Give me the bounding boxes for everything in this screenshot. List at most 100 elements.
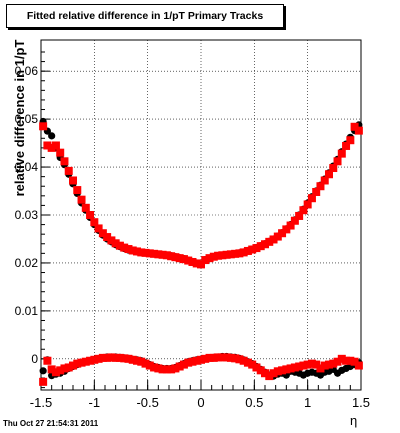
point-series-1-upper [167, 252, 176, 261]
point-series-1-upper [269, 235, 278, 244]
point-series-1-upper [209, 252, 218, 261]
point-series-1-upper [171, 253, 180, 262]
point-series-1-lower [192, 356, 201, 365]
point-series-1-upper [290, 216, 299, 225]
point-series-1-lower [299, 361, 308, 370]
point-series-1-lower [269, 369, 278, 378]
point-series-1-upper [128, 246, 137, 255]
timestamp: Thu Oct 27 21:54:31 2011 [3, 419, 99, 428]
point-series-1-lower [47, 365, 56, 374]
point-series-1-lower [342, 356, 351, 365]
point-series-1-lower [175, 362, 184, 371]
point-series-1-lower [179, 360, 188, 369]
point-series-1-lower [90, 355, 99, 364]
point-series-1-lower [333, 357, 342, 366]
point-series-1-upper [141, 248, 150, 257]
point-series-1-upper [120, 243, 129, 252]
point-series-1-lower [94, 354, 103, 363]
point-series-1-upper [222, 250, 231, 259]
point-series-1-upper [346, 136, 355, 145]
point-series-1-upper [154, 250, 163, 259]
x-tick-label: 0 [197, 395, 204, 410]
y-axis-label: relative difference in 1/pT [12, 39, 27, 197]
chart-title: Fitted relative difference in 1/pT Prima… [26, 10, 264, 22]
point-series-1-lower [167, 365, 176, 374]
point-series-1-upper [73, 186, 82, 195]
point-series-1-lower [81, 357, 90, 366]
point-series-1-lower [201, 354, 210, 363]
point-series-1-lower [73, 359, 82, 368]
point-series-1-upper [243, 246, 252, 255]
point-series-1-upper [184, 256, 193, 265]
point-series-1-upper [248, 245, 257, 254]
y-tick-label: 0.04 [15, 160, 39, 174]
point-series-1-upper [94, 224, 103, 233]
point-series-1-lower [64, 363, 73, 372]
point-series-1-upper [256, 242, 265, 251]
point-series-1-upper [81, 203, 90, 212]
point-series-1-lower [320, 361, 329, 370]
point-series-1-lower [69, 361, 77, 370]
point-series-1-upper [115, 241, 124, 250]
point-series-1-upper [47, 143, 56, 152]
x-tick-label: -1 [89, 395, 101, 410]
point-series-1-lower [171, 364, 180, 373]
point-series-1-upper [239, 248, 248, 257]
point-series-1-lower [60, 364, 69, 373]
point-series-1-lower [51, 368, 60, 377]
point-series-1-upper [278, 229, 287, 238]
point-series-1-upper [124, 245, 133, 254]
point-series-1-lower [235, 355, 244, 364]
point-series-1-upper [205, 254, 214, 263]
point-series-1-lower [39, 377, 48, 386]
point-series-1-upper [150, 249, 159, 258]
point-series-1-lower [120, 354, 129, 363]
point-series-1-upper [265, 237, 274, 246]
point-series-1-lower [154, 364, 163, 373]
point-series-1-upper [43, 141, 52, 150]
point-series-1-lower [133, 356, 141, 365]
point-series-1-upper [111, 239, 120, 248]
point-series-1-lower [150, 363, 159, 372]
point-series-1-upper [51, 141, 60, 150]
y-tick-label: 0 [31, 352, 38, 366]
x-axis: -1.5 -1 -0.5 0 0.5 1 1.5 [30, 380, 370, 410]
point-series-1-upper [107, 236, 116, 245]
point-series-1-upper [137, 248, 146, 257]
point-series-1-upper [162, 251, 171, 260]
point-series-1-upper [98, 229, 107, 238]
point-series-1-lower [282, 365, 291, 374]
point-series-1-upper [90, 218, 99, 227]
point-series-1-lower [103, 353, 112, 362]
point-series-1-upper [175, 254, 184, 263]
point-series-0-upper [48, 132, 56, 140]
y-tick-label: 0.05 [15, 112, 39, 126]
point-series-1-upper [342, 141, 351, 150]
point-series-1-lower [107, 353, 116, 362]
point-series-1-upper [197, 260, 205, 269]
point-series-1-lower [214, 353, 223, 362]
point-series-1-upper [192, 259, 201, 268]
point-series-1-lower [98, 353, 107, 362]
point-series-1-lower [218, 353, 227, 362]
x-tick-label: 0.5 [245, 395, 263, 410]
point-series-1-upper [325, 170, 333, 179]
point-series-1-upper [295, 211, 304, 220]
point-series-1-upper [231, 249, 240, 258]
point-series-1-lower [307, 359, 316, 368]
point-series-1-upper [103, 233, 112, 242]
point-series-1-lower [290, 363, 299, 372]
point-series-1-lower [86, 356, 95, 365]
y-axis: 0 0.01 0.02 0.03 0.04 0.05 0.06 [15, 51, 50, 389]
chart-title-box: Fitted relative difference in 1/pT Prima… [6, 4, 284, 28]
point-series-1-lower [162, 365, 171, 374]
point-series-1-upper [218, 251, 227, 260]
x-tick-label: 1.5 [352, 395, 370, 410]
point-series-1-lower [286, 364, 295, 373]
y-tick-label: 0.02 [15, 256, 39, 270]
point-series-1-upper [329, 164, 338, 173]
point-series-1-upper [201, 256, 210, 265]
point-series-1-upper [214, 251, 223, 260]
point-series-1-lower [188, 357, 197, 366]
point-series-1-lower [329, 359, 338, 368]
